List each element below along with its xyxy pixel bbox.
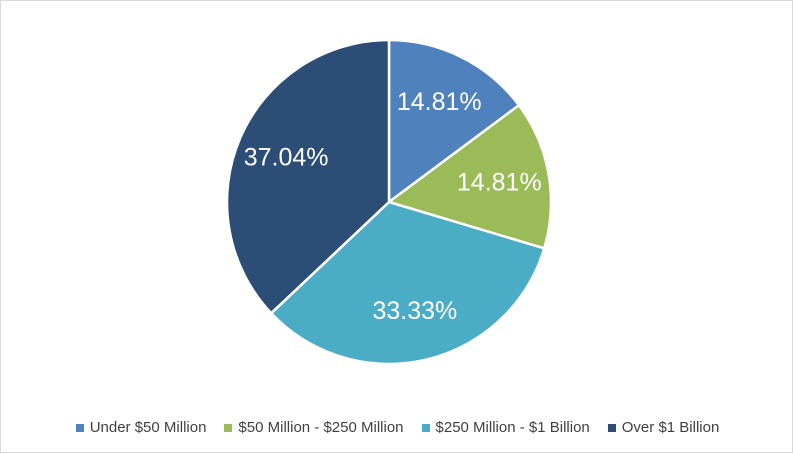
legend-swatch bbox=[75, 423, 84, 432]
legend-label: Under $50 Million bbox=[89, 419, 207, 436]
legend-label: $250 Million - $1 Billion bbox=[435, 419, 590, 436]
data-label-250-million-to-1-billion: 33.33% bbox=[372, 297, 457, 325]
pie-slice-250-million-to-1-billion bbox=[269, 200, 546, 366]
legend: Under $50 Million $50 Million - $250 Mil… bbox=[1, 419, 793, 436]
legend-swatch bbox=[421, 423, 430, 432]
data-label-over-1-billion: 37.04% bbox=[244, 144, 329, 172]
legend-swatch bbox=[607, 423, 616, 432]
data-label-under-50-million: 14.81% bbox=[397, 88, 482, 116]
pie-slice-under-50-million bbox=[387, 38, 521, 204]
legend-item-250-million-to-1-billion: $250 Million - $1 Billion bbox=[421, 419, 590, 436]
pie-slice-50-to-250-million bbox=[387, 103, 553, 250]
legend-label: Over $1 Billion bbox=[621, 419, 720, 436]
legend-item-under-50-million: Under $50 Million bbox=[75, 419, 207, 436]
data-label-50-to-250-million: 14.81% bbox=[457, 169, 542, 197]
legend-item-over-1-billion: Over $1 Billion bbox=[607, 419, 720, 436]
legend-swatch bbox=[224, 423, 233, 432]
pie-slice-over-1-billion bbox=[225, 38, 391, 315]
legend-label: $50 Million - $250 Million bbox=[238, 419, 404, 436]
legend-item-50-to-250-million: $50 Million - $250 Million bbox=[224, 419, 404, 436]
